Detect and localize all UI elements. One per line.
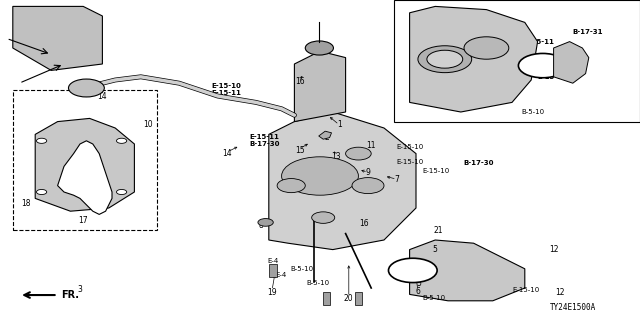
- Polygon shape: [35, 118, 134, 211]
- Circle shape: [464, 37, 509, 59]
- Text: 21: 21: [434, 226, 443, 235]
- Text: 14: 14: [222, 149, 232, 158]
- Circle shape: [277, 179, 305, 193]
- Text: 17: 17: [94, 178, 104, 187]
- Bar: [394, 0, 640, 122]
- Text: TY24E1500A: TY24E1500A: [550, 303, 596, 312]
- Text: E-15-11
B-17-30: E-15-11 B-17-30: [250, 134, 280, 147]
- Text: B-5-10: B-5-10: [290, 266, 313, 272]
- Text: 17: 17: [78, 216, 88, 225]
- Text: 5: 5: [417, 279, 422, 288]
- Circle shape: [346, 147, 371, 160]
- Text: 20: 20: [344, 294, 354, 303]
- Circle shape: [282, 157, 358, 195]
- Polygon shape: [269, 264, 277, 277]
- Text: FR.: FR.: [61, 290, 79, 300]
- Polygon shape: [13, 6, 102, 70]
- Circle shape: [388, 258, 437, 283]
- Text: 9: 9: [365, 168, 371, 177]
- Polygon shape: [554, 42, 589, 83]
- Circle shape: [258, 219, 273, 226]
- Text: B-5-10: B-5-10: [422, 295, 445, 301]
- Circle shape: [418, 46, 472, 73]
- Text: 5: 5: [433, 245, 438, 254]
- Text: E-15-11: E-15-11: [525, 39, 555, 44]
- Text: E-15-11: E-15-11: [538, 74, 568, 80]
- Circle shape: [116, 189, 127, 195]
- Circle shape: [518, 53, 567, 78]
- Text: 3: 3: [77, 285, 83, 294]
- Polygon shape: [294, 51, 346, 122]
- Text: E-15-10: E-15-10: [512, 287, 540, 292]
- Polygon shape: [58, 141, 112, 214]
- Text: B-17-31: B-17-31: [573, 29, 604, 35]
- Circle shape: [427, 50, 463, 68]
- Text: 16: 16: [358, 220, 369, 228]
- Text: B-17-30: B-17-30: [463, 160, 494, 166]
- Text: E-15-11: E-15-11: [547, 55, 577, 60]
- Text: 8: 8: [259, 221, 264, 230]
- Text: 7: 7: [394, 175, 399, 184]
- Text: 2: 2: [324, 133, 329, 142]
- Text: 14: 14: [97, 92, 108, 100]
- Text: 16: 16: [294, 77, 305, 86]
- Text: E-4: E-4: [268, 258, 279, 264]
- Bar: [13, 90, 157, 230]
- Text: E-15-10: E-15-10: [397, 159, 424, 164]
- Text: 22: 22: [456, 24, 465, 33]
- Circle shape: [312, 212, 335, 223]
- Text: B-5-10: B-5-10: [442, 87, 465, 92]
- Polygon shape: [278, 128, 365, 202]
- Polygon shape: [410, 6, 538, 112]
- Text: E-15-10: E-15-10: [406, 264, 434, 270]
- Polygon shape: [269, 112, 416, 250]
- Circle shape: [298, 165, 342, 187]
- Text: E-4: E-4: [415, 79, 426, 84]
- Polygon shape: [410, 240, 525, 301]
- Polygon shape: [319, 131, 332, 139]
- Text: E-15-10: E-15-10: [397, 144, 424, 150]
- Text: 11: 11: [367, 141, 376, 150]
- Text: 12: 12: [549, 245, 558, 254]
- Text: B-5-10: B-5-10: [306, 280, 329, 286]
- Text: 6: 6: [415, 287, 420, 296]
- Circle shape: [36, 138, 47, 143]
- Circle shape: [68, 79, 104, 97]
- Text: 18: 18: [21, 199, 30, 208]
- Text: 4: 4: [116, 191, 121, 200]
- Polygon shape: [323, 292, 330, 305]
- Text: E-4: E-4: [275, 272, 287, 278]
- Text: 19: 19: [267, 288, 277, 297]
- Text: 13: 13: [331, 152, 341, 161]
- Circle shape: [305, 41, 333, 55]
- Circle shape: [352, 178, 384, 194]
- Text: B-5-10: B-5-10: [522, 109, 545, 115]
- Text: E-15-10: E-15-10: [422, 168, 450, 174]
- Text: 1: 1: [337, 120, 342, 129]
- Polygon shape: [355, 292, 362, 305]
- Text: 10: 10: [143, 120, 154, 129]
- Text: E-15-10
E-15-11: E-15-10 E-15-11: [211, 83, 241, 96]
- Circle shape: [36, 189, 47, 195]
- Circle shape: [116, 138, 127, 143]
- Text: 15: 15: [294, 146, 305, 155]
- Text: 12: 12: [556, 288, 564, 297]
